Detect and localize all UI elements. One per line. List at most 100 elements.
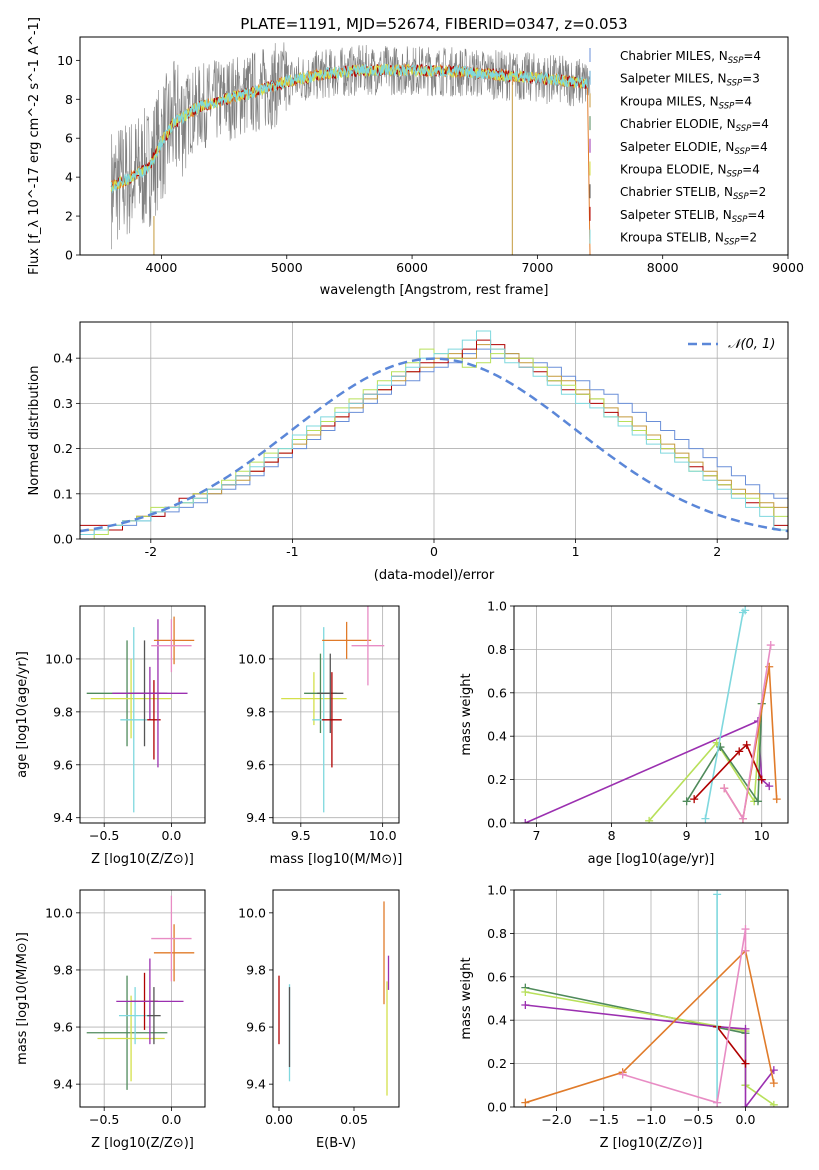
panel-spectrum: 4000 5000 6000 7000 8000 9000 0 2 4 6 8 10 wavelengt…	[27, 17, 804, 298]
y-tick-label: 9.8	[53, 962, 73, 977]
y-axis-label: age [log10(age/yr)]	[15, 651, 30, 778]
y-axis-label: Normed distribution	[27, 366, 42, 496]
y-tick-label: 9.8	[246, 704, 266, 719]
plot-frame	[272, 889, 400, 1108]
panel-mass-vs-EBV: 0.00 0.05 9.4 9.6 9.8 10.0 E(B-V)	[238, 889, 400, 1151]
legend-label: Salpeter STELIB, NSSP=4	[620, 208, 765, 225]
points-area	[281, 606, 385, 813]
legend-label-text: Chabrier ELODIE, N	[620, 117, 736, 131]
legend-label-suffix: =2	[749, 185, 767, 199]
x-axis-label: wavelength [Angstrom, rest frame]	[320, 283, 549, 298]
weight-marker	[735, 747, 744, 756]
y-tick-label: 0.6	[487, 685, 507, 700]
weight-marker	[701, 814, 710, 823]
weight-line	[525, 986, 747, 1086]
legend-label-text: Kroupa MILES, N	[620, 94, 719, 108]
y-tick-label: 0.4	[487, 1013, 507, 1028]
y-tick-label: 9.8	[53, 704, 73, 719]
histogram-series	[80, 348, 788, 539]
lines-area	[521, 606, 781, 823]
weight-line	[704, 609, 746, 819]
y-tick-label: 9.4	[53, 1077, 73, 1092]
spectrum-plot-area	[110, 42, 591, 255]
weight-marker	[682, 797, 691, 806]
y-tick-label: 0.8	[487, 926, 507, 941]
x-tick-label: 10	[754, 828, 770, 843]
weight-marker	[741, 1059, 750, 1068]
legend-label-sub: SSP	[732, 215, 748, 225]
plot-frame	[513, 889, 789, 1108]
x-tick-label: 8000	[647, 260, 679, 275]
y-tick-label: 8	[65, 92, 73, 107]
x-tick-label: −1.0	[636, 1112, 666, 1127]
plot-frame	[79, 321, 789, 540]
x-tick-label: 0.0	[736, 1112, 756, 1127]
x-axis-label: mass [log10(M/M⊙)]	[270, 852, 403, 867]
panel-mass-vs-Z: −0.5 0.0 9.4 9.6 9.8 10.0 Z [log10(Z/Z⊙)] mass …	[15, 889, 206, 1151]
x-axis-label: Z [log10(Z/Z⊙)]	[600, 1136, 703, 1151]
legend-label-text: Salpeter MILES, N	[620, 72, 727, 86]
weight-marker	[645, 816, 654, 823]
legend-label: Salpeter MILES, NSSP=3	[620, 72, 760, 89]
x-axis-label: E(B-V)	[316, 1136, 356, 1151]
legend-label-text: Kroupa STELIB, N	[620, 231, 724, 245]
y-tick-label: 0.1	[53, 486, 73, 501]
y-tick-label: 0.4	[53, 351, 73, 366]
y-tick-label: 9.8	[246, 962, 266, 977]
y-tick-label: 9.4	[246, 810, 266, 825]
legend-label-sub: SSP	[727, 170, 743, 180]
weight-marker	[741, 1103, 750, 1107]
legend-label-sub: SSP	[727, 79, 743, 89]
legend-label-text: Kroupa ELODIE, N	[620, 163, 727, 177]
legend-label-text: Salpeter ELODIE, N	[620, 140, 734, 154]
x-tick-label: 7	[533, 828, 541, 843]
y-tick-label: 0.8	[487, 642, 507, 657]
plot-frame	[79, 36, 789, 256]
weight-marker	[772, 795, 781, 804]
y-tick-label: 10.0	[45, 651, 73, 666]
x-axis-label: (data-model)/error	[374, 568, 495, 583]
weight-line	[693, 743, 763, 800]
plot-frame	[79, 889, 206, 1108]
weight-line	[525, 949, 775, 1104]
y-tick-label: 9.6	[246, 1020, 266, 1035]
x-tick-label: −0.5	[683, 1112, 713, 1127]
x-tick-label: 0.05	[340, 1112, 368, 1127]
y-tick-label: 0.4	[487, 729, 507, 744]
x-tick-label: 1	[572, 544, 580, 559]
y-tick-label: 1.0	[487, 883, 507, 898]
weight-marker	[521, 819, 530, 823]
x-tick-label: -2	[145, 544, 157, 559]
y-tick-label: 0.2	[487, 1056, 507, 1071]
y-tick-label: 4	[65, 170, 73, 185]
points-area	[86, 895, 195, 1090]
histogram-series	[80, 330, 788, 539]
weight-marker	[713, 1098, 722, 1107]
panel-age-vs-mass: 9.5 10.0 9.4 9.6 9.8 10.0 mass [log10(M/M⊙)]	[238, 605, 403, 867]
legend-label-suffix: =4	[750, 140, 768, 154]
weight-marker	[769, 1079, 778, 1088]
y-tick-label: 6	[65, 131, 73, 146]
weight-marker	[741, 946, 750, 955]
weight-marker	[741, 925, 750, 934]
legend-label: Kroupa STELIB, NSSP=2	[620, 231, 757, 248]
legend-label-suffix: =4	[742, 163, 760, 177]
legend-label-sub: SSP	[733, 192, 749, 202]
y-tick-label: 0.0	[53, 532, 73, 547]
y-tick-label: 0.6	[487, 969, 507, 984]
weight-line	[648, 703, 763, 822]
x-tick-label: 5000	[271, 260, 303, 275]
y-tick-label: 0.0	[487, 816, 507, 831]
legend-label-sub: SSP	[736, 124, 752, 134]
histogram-area	[80, 330, 788, 539]
x-tick-label: −2.0	[541, 1112, 571, 1127]
y-tick-label: 9.6	[53, 1020, 73, 1035]
x-tick-label: 0	[430, 544, 438, 559]
weight-marker	[753, 797, 762, 806]
x-tick-label: 9000	[772, 260, 804, 275]
weight-marker	[690, 795, 699, 804]
y-tick-label: 10	[57, 53, 73, 68]
y-axis-label: mass [log10(M/M⊙)]	[15, 932, 30, 1065]
legend-label-suffix: =4	[747, 208, 765, 222]
y-tick-label: 9.4	[246, 1077, 266, 1092]
